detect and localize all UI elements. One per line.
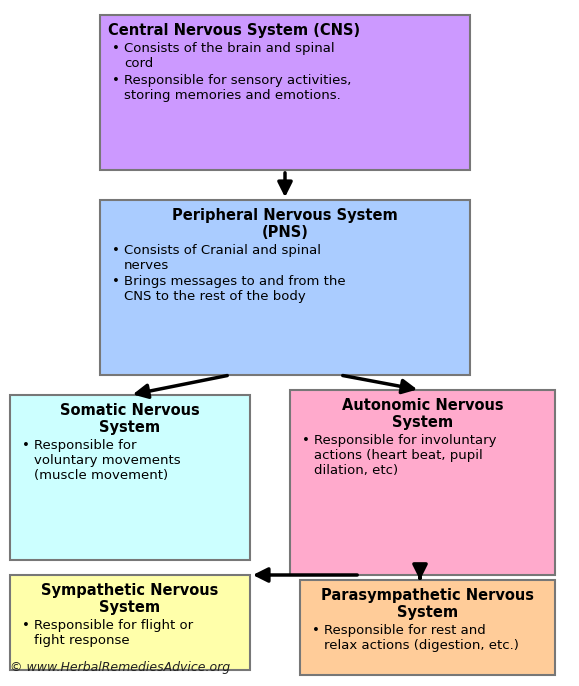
- Text: Central Nervous System (CNS): Central Nervous System (CNS): [108, 23, 360, 38]
- Text: Responsible for rest and
relax actions (digestion, etc.): Responsible for rest and relax actions (…: [324, 624, 519, 652]
- Bar: [300, 580, 555, 675]
- Text: Autonomic Nervous
System: Autonomic Nervous System: [342, 398, 503, 430]
- Text: Peripheral Nervous System
(PNS): Peripheral Nervous System (PNS): [172, 208, 398, 240]
- Bar: [100, 15, 470, 170]
- Text: Somatic Nervous
System: Somatic Nervous System: [60, 403, 200, 436]
- Bar: [100, 200, 470, 375]
- Text: Consists of Cranial and spinal
nerves: Consists of Cranial and spinal nerves: [124, 244, 321, 272]
- Text: Brings messages to and from the
CNS to the rest of the body: Brings messages to and from the CNS to t…: [124, 275, 346, 303]
- Text: •: •: [112, 73, 120, 86]
- Text: Sympathetic Nervous
System: Sympathetic Nervous System: [41, 583, 219, 615]
- Text: Parasympathetic Nervous
System: Parasympathetic Nervous System: [321, 588, 534, 620]
- Text: © www.HerbalRemediesAdvice.org: © www.HerbalRemediesAdvice.org: [10, 661, 230, 674]
- Text: •: •: [112, 275, 120, 288]
- Bar: [10, 395, 250, 560]
- Bar: [10, 575, 250, 670]
- Text: •: •: [302, 434, 310, 447]
- Text: •: •: [312, 624, 320, 637]
- Text: Consists of the brain and spinal
cord: Consists of the brain and spinal cord: [124, 43, 335, 70]
- Bar: [290, 390, 555, 575]
- Text: Responsible for sensory activities,
storing memories and emotions.: Responsible for sensory activities, stor…: [124, 73, 351, 102]
- Text: •: •: [22, 438, 30, 451]
- Text: Responsible for
voluntary movements
(muscle movement): Responsible for voluntary movements (mus…: [34, 438, 181, 482]
- Text: Responsible for involuntary
actions (heart beat, pupil
dilation, etc): Responsible for involuntary actions (hea…: [314, 434, 497, 477]
- Text: •: •: [22, 619, 30, 632]
- Text: •: •: [112, 43, 120, 56]
- Text: Responsible for flight or
fight response: Responsible for flight or fight response: [34, 619, 193, 646]
- Text: •: •: [112, 244, 120, 257]
